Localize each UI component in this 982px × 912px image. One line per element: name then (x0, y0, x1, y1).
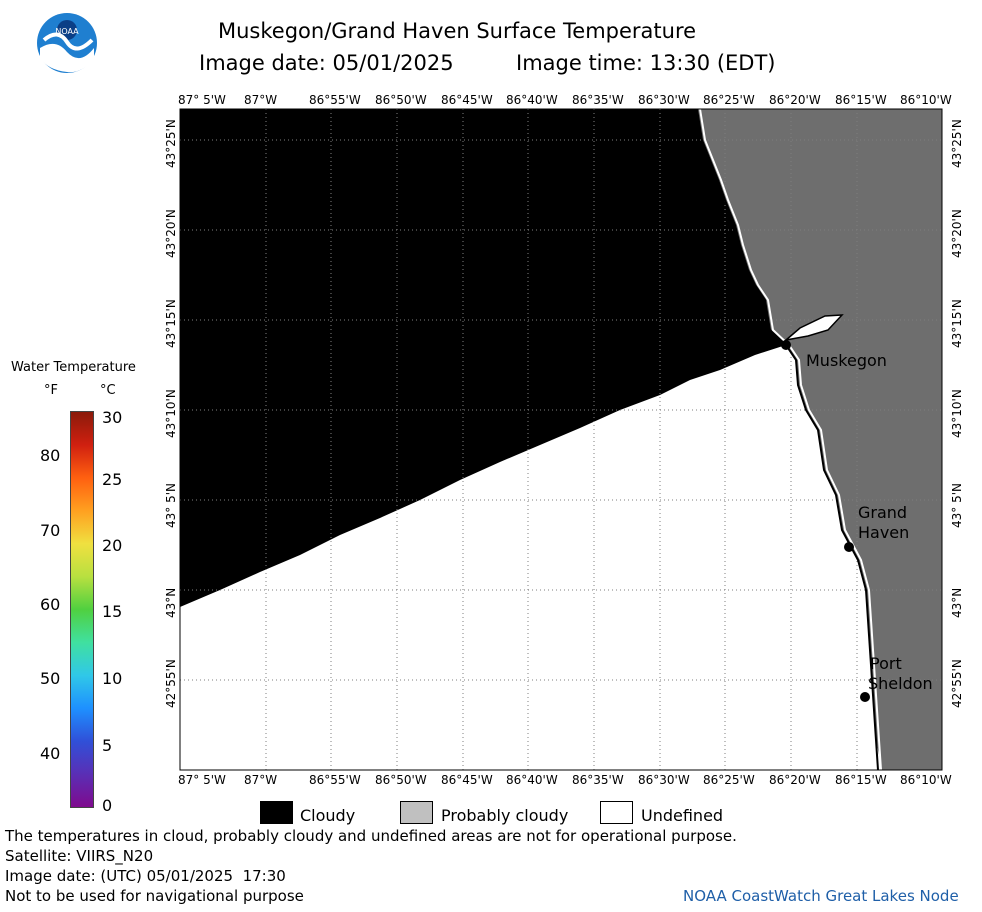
legend-swatch-cloudy (260, 801, 293, 824)
colorbar-tick-f: 50 (40, 669, 61, 688)
y-tick-left: 43°N (164, 587, 178, 618)
x-tick-bottom: 87° 5'W (178, 773, 226, 787)
colorbar-tick-f: 40 (40, 744, 61, 763)
footer-satellite: Satellite: VIIRS_N20 (5, 847, 154, 865)
x-tick-top: 86°15'W (835, 93, 887, 107)
x-tick-bottom: 86°55'W (309, 773, 361, 787)
city-label-port-sheldon-2: Sheldon (868, 674, 933, 693)
footer-nav-warning: Not to be used for navigational purpose (5, 887, 304, 905)
y-tick-left: 43° 5'N (164, 483, 178, 528)
x-tick-top: 86°20'W (769, 93, 821, 107)
x-tick-bottom: 86°30'W (638, 773, 690, 787)
muskegon-lake (783, 314, 844, 342)
y-tick-right: 43°10'N (950, 389, 964, 438)
colorbar-tick-f: 60 (40, 595, 61, 614)
colorbar-title: Water Temperature (11, 360, 136, 375)
x-tick-bottom: 86°40'W (506, 773, 558, 787)
x-tick-bottom: 86°25'W (703, 773, 755, 787)
port-sheldon-marker (860, 692, 870, 702)
noaa-logo: NOAA (36, 12, 98, 74)
colorbar-tick-c: 25 (102, 470, 123, 489)
y-tick-right: 42°55'N (950, 659, 964, 708)
colorbar-unit-f: °F (44, 383, 58, 398)
y-tick-right: 43° 5'N (950, 483, 964, 528)
x-tick-bottom: 86°35'W (572, 773, 624, 787)
colorbar-tick-c: 10 (102, 669, 123, 688)
plot-frame (179, 108, 943, 771)
legend-swatch-undefined (600, 801, 633, 824)
x-tick-bottom: 86°45'W (441, 773, 493, 787)
x-tick-top: 86°30'W (638, 93, 690, 107)
y-tick-left: 43°10'N (164, 389, 178, 438)
x-tick-top: 86°55'W (309, 93, 361, 107)
x-tick-bottom: 86°10'W (900, 773, 952, 787)
x-tick-top: 86°50'W (375, 93, 427, 107)
footer-credit: NOAA CoastWatch Great Lakes Node (683, 887, 959, 905)
x-tick-top: 86°40'W (506, 93, 558, 107)
y-tick-right: 43°N (950, 587, 964, 618)
colorbar-tick-c: 20 (102, 536, 123, 555)
x-tick-bottom: 86°50'W (375, 773, 427, 787)
x-tick-top: 87°W (244, 93, 278, 107)
city-label-muskegon: Muskegon (806, 351, 887, 370)
y-tick-right: 43°20'N (950, 209, 964, 258)
colorbar-tick-c: 0 (102, 796, 113, 815)
city-label-grand-haven-1: Grand (858, 503, 908, 522)
x-tick-top: 86°35'W (572, 93, 624, 107)
y-tick-left: 42°55'N (164, 659, 178, 708)
legend-label-cloudy: Cloudy (300, 806, 356, 825)
logo-text: NOAA (55, 27, 79, 36)
footer-disclaimer: The temperatures in cloud, probably clou… (5, 827, 737, 845)
x-tick-top: 86°25'W (703, 93, 755, 107)
legend-label-undefined: Undefined (641, 806, 724, 825)
x-tick-bottom: 86°15'W (835, 773, 887, 787)
colorbar-tick-f: 80 (40, 446, 61, 465)
x-tick-top: 86°45'W (441, 93, 493, 107)
x-tick-bottom: 87°W (244, 773, 278, 787)
colorbar-tick-c: 5 (102, 736, 113, 755)
image-time-header: Image time: 13:30 (EDT) (516, 51, 776, 75)
graticule (180, 109, 942, 770)
y-tick-left: 43°20'N (164, 209, 178, 258)
map-title: Muskegon/Grand Haven Surface Temperature (218, 19, 697, 43)
y-tick-right: 43°25'N (950, 119, 964, 168)
image-date-header: Image date: 05/01/2025 (199, 51, 454, 75)
colorbar-tick-f: 70 (40, 521, 61, 540)
y-tick-left: 43°25'N (164, 119, 178, 168)
colorbar-unit-c: °C (100, 383, 116, 398)
footer-utc-date: Image date: (UTC) 05/01/2025 17:30 (5, 867, 286, 885)
legend-swatch-probably-cloudy (400, 801, 433, 824)
legend-label-probably-cloudy: Probably cloudy (441, 806, 569, 825)
x-tick-top: 86°10'W (900, 93, 952, 107)
colorbar-tick-c: 30 (102, 408, 123, 427)
city-label-grand-haven-2: Haven (858, 523, 910, 542)
y-tick-left: 43°15'N (164, 299, 178, 348)
colorbar (70, 411, 94, 808)
colorbar-tick-c: 15 (102, 602, 123, 621)
muskegon-marker (781, 340, 791, 350)
grand-haven-marker (844, 542, 854, 552)
city-label-port-sheldon-1: Port (870, 654, 902, 673)
x-tick-top: 87° 5'W (178, 93, 226, 107)
x-tick-bottom: 86°20'W (769, 773, 821, 787)
y-tick-right: 43°15'N (950, 299, 964, 348)
